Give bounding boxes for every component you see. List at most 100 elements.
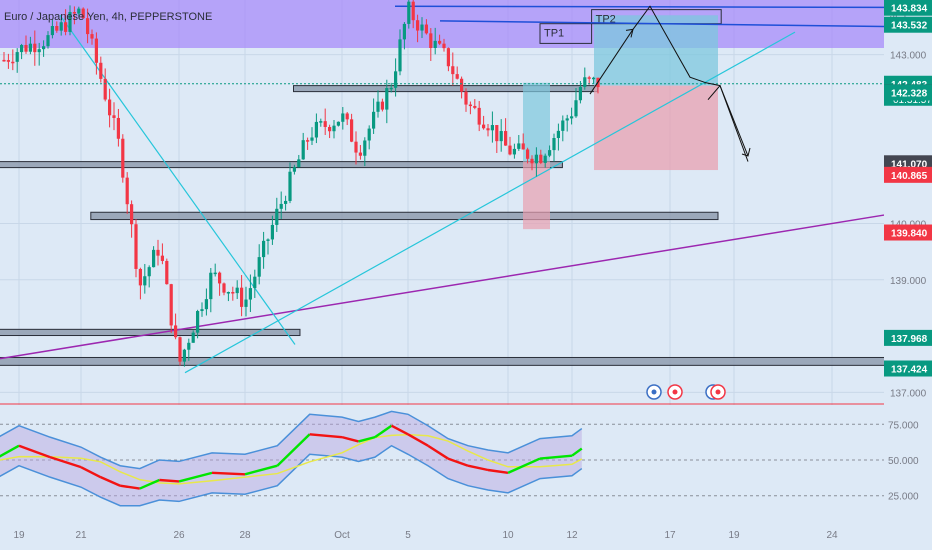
candle-body — [231, 292, 235, 294]
event-markers[interactable] — [646, 384, 726, 400]
candle-body — [284, 200, 288, 204]
candle-body — [218, 272, 222, 284]
support-resistance-zone — [293, 85, 598, 93]
candle-body — [72, 12, 76, 14]
candle-body — [565, 118, 569, 121]
candle-body — [385, 88, 389, 110]
price-label-box — [884, 84, 932, 101]
candle-body — [477, 107, 481, 125]
target-label: TP2 — [596, 14, 616, 26]
indicator-line — [407, 433, 429, 447]
candle-body — [574, 100, 578, 117]
indicator-tick-label: 75.000 — [888, 420, 919, 431]
long-trendline — [0, 214, 885, 360]
candle-body — [548, 150, 552, 156]
candle-body — [108, 99, 112, 116]
indicator-line — [211, 471, 246, 476]
candle-body — [2, 59, 6, 62]
candle-body — [526, 149, 530, 159]
candle-body — [213, 272, 217, 275]
candle-body — [191, 332, 195, 343]
candle-body — [279, 203, 283, 209]
indicator-line — [539, 454, 573, 460]
target-box-outline — [539, 23, 593, 44]
candle-body — [33, 43, 37, 53]
indicator-pane — [0, 405, 884, 523]
candle-body — [68, 12, 72, 32]
candle-body — [420, 24, 424, 31]
trend-lines — [0, 5, 885, 374]
candle-body — [103, 78, 107, 100]
indicator-line — [571, 447, 583, 457]
price-label-box — [884, 224, 932, 241]
indicator-line — [276, 433, 311, 467]
candle-body — [288, 171, 292, 201]
price-label: 137.424 — [891, 365, 928, 376]
candle-body — [570, 116, 574, 119]
event-marker-dot — [651, 389, 657, 395]
zones — [0, 85, 911, 366]
candle-body — [196, 311, 200, 333]
candle-body — [429, 33, 433, 48]
candle-body — [433, 40, 437, 48]
candle-body — [297, 159, 301, 168]
candle-body — [473, 105, 477, 108]
candle-body — [178, 337, 182, 362]
candle-body — [592, 77, 596, 80]
tp1-horizontal — [439, 20, 885, 28]
candle-body — [367, 128, 371, 141]
support-resistance-zone — [90, 211, 719, 221]
candle-body — [517, 143, 521, 149]
candle-body — [372, 111, 376, 129]
price-label: 143.834 — [891, 4, 928, 15]
date-tick-label: 21 — [75, 530, 87, 541]
candle-body — [209, 272, 213, 300]
time-axis-background — [0, 520, 932, 550]
support-resistance-zone — [0, 356, 911, 366]
candle-body — [530, 158, 534, 164]
candle-body — [11, 61, 15, 64]
candle-body — [292, 167, 296, 172]
candle-body — [394, 71, 398, 88]
chart-title: Euro / Japanese Yen, 4h, PEPPERSTONE — [4, 11, 213, 23]
candle-body — [248, 288, 252, 300]
candle-body — [319, 121, 323, 123]
candle-body — [187, 342, 191, 350]
support-resistance-zone — [0, 161, 563, 169]
indicator-line — [178, 471, 213, 483]
event-marker-dot — [715, 389, 721, 395]
candle-body — [495, 125, 499, 142]
candle-body — [482, 124, 486, 129]
price-label-box — [884, 0, 932, 16]
candle-body — [345, 113, 349, 120]
projection-path — [589, 29, 634, 95]
candle-body — [354, 141, 358, 153]
candle-body — [125, 177, 129, 205]
candle-body — [90, 34, 94, 39]
indicator-line — [467, 464, 489, 472]
candle-body — [512, 148, 516, 155]
indicator-line — [120, 484, 140, 490]
candle-body — [578, 86, 582, 101]
candle-body — [363, 140, 367, 156]
date-tick-label: 12 — [566, 530, 578, 541]
candle-body — [534, 154, 538, 164]
candle-body — [486, 128, 490, 131]
top-horizontal — [394, 5, 885, 9]
price-tick-label: 139.000 — [890, 276, 927, 287]
candle-body — [411, 1, 415, 21]
candles — [0, 0, 884, 367]
candle-body — [174, 325, 178, 338]
candle-body — [275, 208, 279, 225]
uptrend-line — [184, 31, 796, 374]
candle-body — [182, 349, 186, 362]
candle-body — [130, 204, 134, 225]
candle-body — [116, 117, 120, 139]
candle-body — [244, 299, 248, 307]
candle-body — [28, 43, 32, 52]
date-tick-label: 5 — [405, 530, 411, 541]
projection-arrows — [589, 5, 751, 162]
price-label-box — [884, 166, 932, 183]
candle-body — [64, 22, 68, 32]
price-label-box — [884, 16, 932, 33]
